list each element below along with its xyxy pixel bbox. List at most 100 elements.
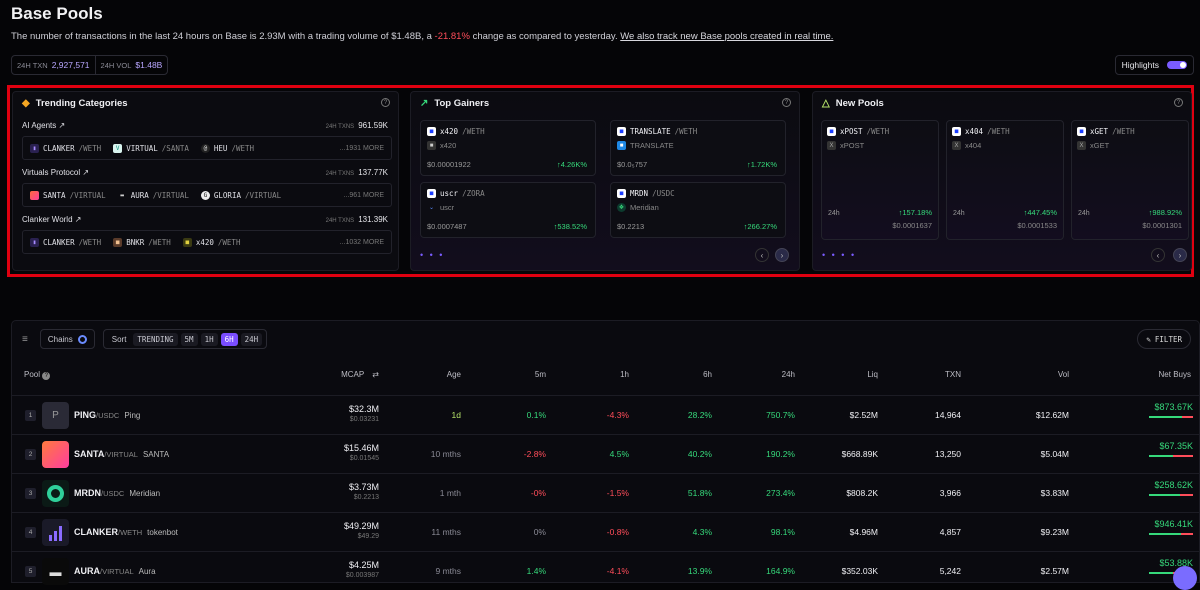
more-link[interactable]: ...961 MORE (344, 192, 384, 199)
pair-quote: /USDC (652, 189, 675, 198)
table-row[interactable]: 4 CLANKER/WETH tokenbot $49.29M $49.29 11 … (12, 512, 1199, 550)
vol-cell: $12.62M (1035, 410, 1069, 420)
m5-cell: 0.1% (526, 410, 546, 420)
table-row[interactable]: 2 SANTA/VIRTUAL SANTA $15.46M $0.01545 10 … (12, 434, 1199, 472)
txn-cell: 13,250 (935, 449, 961, 459)
assistant-button[interactable] (1173, 566, 1197, 590)
pair-virtual-santa[interactable]: V VIRTUAL/SANTA (113, 143, 189, 153)
sort-24h[interactable]: 24H (240, 332, 263, 346)
netbuys-value: $946.41K (1154, 519, 1193, 529)
col-5m[interactable]: 5m (534, 370, 546, 379)
sort-trending[interactable]: TRENDING (133, 332, 178, 346)
gloria-token-icon: G (200, 190, 210, 200)
pair-bnkr-weth[interactable]: ■ BNKR/WETH (113, 237, 171, 247)
col-vol[interactable]: Vol (1057, 370, 1069, 379)
prev-icon[interactable]: ‹ (755, 248, 769, 262)
gainer-card[interactable]: ■ x420/WETH ■ x420 $0.00001922 ↑4.26K% (420, 120, 596, 176)
pair-x420-weth[interactable]: ■ x420/WETH (182, 237, 241, 247)
prev-icon[interactable]: ‹ (1151, 248, 1165, 262)
more-label: MORE (363, 238, 384, 246)
pair-quote: /WETH (866, 127, 890, 136)
help-icon[interactable]: ? (782, 98, 791, 107)
pool-quote: /USDC (96, 411, 120, 420)
sort-1h[interactable]: 1H (200, 332, 218, 346)
highlights-toggle[interactable]: Highlights (1114, 55, 1194, 75)
page-title: Base Pools (11, 4, 103, 23)
carousel-dots[interactable]: • • • (420, 250, 445, 260)
pool-base: CLANKER (74, 527, 118, 537)
pair-santa-virtual[interactable]: SANTA/VIRTUAL (30, 190, 106, 200)
token-name: Meridian (630, 203, 659, 212)
gainer-card[interactable]: ■ uscr/ZORA ⌄ uscr $0.0007487 ↑538.52% (420, 182, 596, 238)
col-1h[interactable]: 1h (620, 370, 629, 379)
token-icon: ■ (827, 127, 836, 136)
col-age[interactable]: Age (446, 370, 461, 379)
next-icon[interactable]: › (1173, 248, 1187, 262)
sliders-icon[interactable]: ≡ (22, 333, 28, 345)
next-icon[interactable]: › (775, 248, 789, 262)
stat-txn: 24H TXN 2,927,571 (12, 56, 95, 74)
vol-cell: $5.04M (1040, 449, 1069, 459)
sort-6h[interactable]: 6H (220, 332, 238, 346)
gainer-card[interactable]: ■ MRDN/USDC ❖ Meridian $0.2213 ↑266.27% (610, 182, 786, 238)
pair-quote: /WETH (217, 237, 241, 247)
category-name-virtuals[interactable]: Virtuals Protocol ↗ (22, 168, 90, 177)
sort-group: Sort TRENDING 5M 1H 6H 24H (102, 329, 268, 349)
col-24h[interactable]: 24h (781, 370, 795, 379)
pair-gloria-virtual[interactable]: G GLORIA/VIRTUAL (200, 190, 281, 200)
gainer-pair: ■ uscr/ZORA (427, 189, 485, 198)
table-row[interactable]: 3 MRDN/USDC Meridian $3.73M $0.2213 1 mth … (12, 473, 1199, 511)
pool-base: AURA (74, 566, 100, 576)
swap-icon[interactable]: ⇄ (372, 370, 379, 379)
buy-sell-bar (1149, 533, 1193, 535)
help-icon: ? (42, 372, 51, 380)
carousel-dots[interactable]: • • • • (822, 250, 857, 260)
table-row[interactable]: 1 P PING/USDC Ping $32.3M $0.03231 1d 0.1%… (12, 395, 1199, 433)
buy-share-fill (1149, 533, 1181, 535)
category-name-ai-agents[interactable]: AI Agents ↗ (22, 121, 66, 130)
help-icon[interactable]: ? (381, 98, 390, 107)
more-link[interactable]: ...1931 MORE (340, 145, 384, 152)
pool-base: SANTA (74, 449, 105, 459)
col-txn[interactable]: TXN (945, 370, 961, 379)
col-6h[interactable]: 6h (703, 370, 712, 379)
filter-button[interactable]: ✎ FILTER (1137, 329, 1191, 349)
col-pool[interactable]: Pool ? (24, 370, 51, 380)
pair-clanker-weth[interactable]: ▮ CLANKER/WETH (30, 237, 101, 247)
help-icon[interactable]: ? (1174, 98, 1183, 107)
table-row[interactable]: 5 ▬ AURA/VIRTUAL Aura $4.25M $0.003987 9 m… (12, 551, 1199, 589)
pair-quote: /ZORA (462, 189, 485, 198)
token-icon: ■ (617, 189, 626, 198)
flask-icon: △ (822, 98, 830, 109)
col-netbuys[interactable]: Net Buys (1158, 370, 1191, 379)
vol-cell: $2.57M (1040, 566, 1069, 576)
h1-cell: -4.3% (606, 410, 629, 420)
netbuys-value: $873.67K (1154, 402, 1193, 412)
col-mcap[interactable]: MCAP ⇄ (341, 370, 379, 379)
pair-quote: /WETH (78, 143, 102, 153)
pair-base: CLANKER (43, 143, 75, 153)
mcap-cell: $15.46M $0.01545 (344, 443, 379, 462)
trending-categories-panel: ◆ Trending Categories ? AI Agents ↗ 24H … (12, 91, 399, 271)
toggle-switch-icon[interactable] (1167, 61, 1187, 69)
category-row-ai-agents: ▮ CLANKER/WETH V VIRTUAL/SANTA @ HEU/WETH .… (22, 136, 392, 160)
sort-5m[interactable]: 5M (180, 332, 198, 346)
new-pools-link[interactable]: We also track new Base pools created in … (620, 31, 834, 42)
pair-base: x404 (965, 127, 984, 136)
aura-token-icon: ▬ (120, 191, 125, 199)
category-name-clanker-world[interactable]: Clanker World ↗ (22, 215, 82, 224)
pair-clanker-weth[interactable]: ▮ CLANKER/WETH (30, 143, 102, 153)
col-liq[interactable]: Liq (867, 370, 878, 379)
token-icon: ■ (1077, 127, 1086, 136)
chains-selector[interactable]: Chains (39, 329, 95, 349)
mcap-cell: $4.25M $0.003987 (346, 560, 379, 579)
pair-aura-virtual[interactable]: ▬ AURA/VIRTUAL (118, 191, 189, 200)
pool-age: 24h (953, 210, 965, 217)
gainer-card[interactable]: ■ TRANSLATE/WETH ■ TRANSLATE $0.0₅757 ↑1.7… (610, 120, 786, 176)
pair-heu-weth[interactable]: @ HEU/WETH (200, 143, 254, 153)
more-link[interactable]: ...1032 MORE (340, 239, 384, 246)
